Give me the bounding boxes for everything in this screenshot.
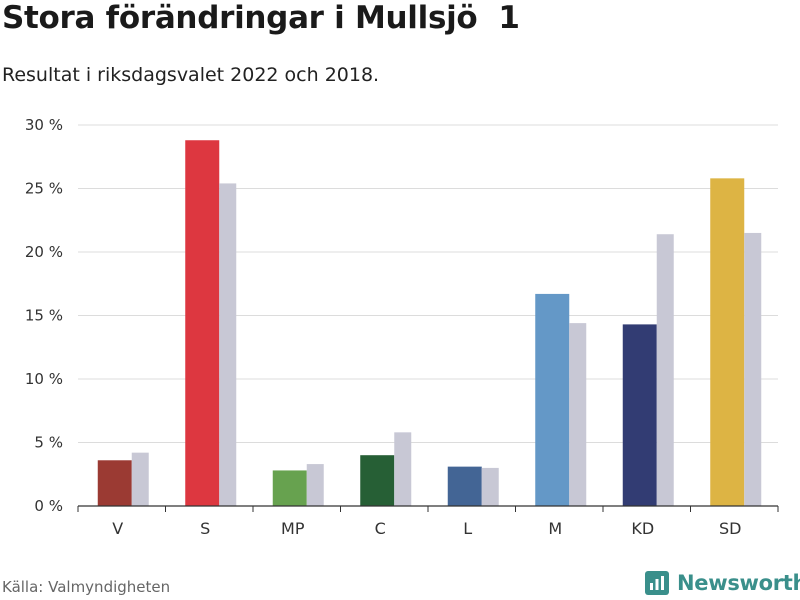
source-note: Källa: Valmyndigheten [2, 578, 171, 596]
bar-2018-kd [656, 234, 674, 506]
y-tick-label: 15 % [25, 307, 63, 325]
y-tick-label: 25 % [25, 180, 63, 198]
brand-logo: Newsworthy [645, 568, 800, 598]
x-category-label: KD [631, 519, 654, 538]
bar-2022-m [535, 293, 570, 506]
bar-2022-v [97, 460, 132, 506]
x-category-label: SD [719, 519, 741, 538]
y-tick-label: 30 % [25, 116, 63, 134]
bar-2018-s [219, 183, 237, 507]
bar-2018-m [569, 323, 587, 506]
x-category-label: V [112, 519, 123, 538]
bar-2018-sd [744, 232, 762, 506]
chart-title: Stora förändringar i Mullsjö 1 [2, 0, 520, 36]
bar-chart: 0 % 5 % 10 % 15 % 20 % 25 % 30 % V S MP C L M KD SD [25, 116, 779, 538]
bar-2022-sd [710, 178, 745, 506]
bar-2018-l [481, 467, 499, 506]
bar-2018-v [131, 452, 149, 506]
brand-name: Newsworthy [677, 571, 800, 595]
bar-2022-s [185, 140, 220, 507]
bar-2022-l [447, 466, 482, 506]
chart-subtitle: Resultat i riksdagsvalet 2022 och 2018. [2, 64, 380, 86]
bar-2022-kd [622, 324, 657, 506]
x-category-label: L [463, 519, 472, 538]
bar-2018-mp [306, 464, 324, 506]
bar-2018-c [394, 432, 412, 506]
y-tick-label: 0 % [34, 497, 63, 515]
newsworthy-logo-icon [645, 571, 669, 595]
bar-2022-c [360, 455, 395, 506]
y-tick-label: 20 % [25, 243, 63, 261]
x-category-label: M [548, 519, 562, 538]
x-category-label: C [375, 519, 386, 538]
y-tick-label: 10 % [25, 370, 63, 388]
x-category-label: MP [281, 519, 305, 538]
y-tick-label: 5 % [34, 434, 63, 452]
bar-2022-mp [272, 470, 307, 506]
x-category-label: S [200, 519, 210, 538]
